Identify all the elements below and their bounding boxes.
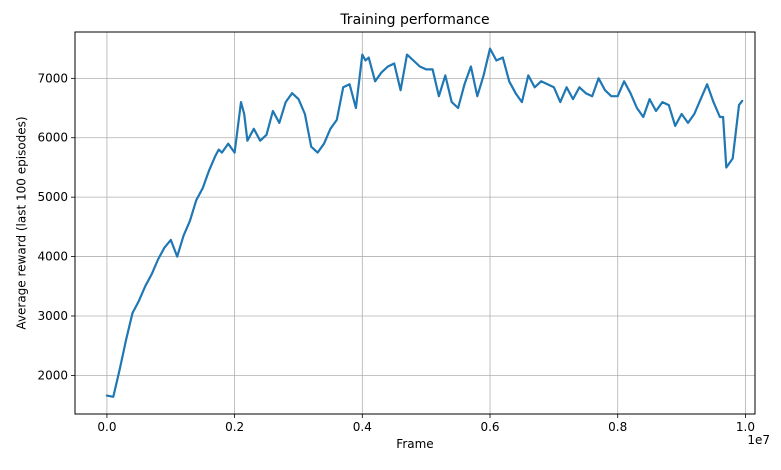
- x-tick-label: 1.0: [736, 420, 755, 434]
- tick-layer: 0.0 0.2 0.4 0.6 0.8 1.0 2000 3000 4000 5000 6000 70…: [37, 71, 755, 434]
- y-axis-label: Average reward (last 100 episodes): [15, 116, 29, 329]
- x-tick-label: 0.0: [97, 420, 116, 434]
- x-tick-label: 0.2: [225, 420, 244, 434]
- y-tick-label: 6000: [37, 131, 68, 145]
- chart-title: Training performance: [339, 12, 489, 28]
- y-tick-label: 3000: [37, 309, 68, 323]
- y-tick-label: 5000: [37, 190, 68, 204]
- x-axis-label: Frame: [396, 437, 433, 451]
- y-tick-label: 2000: [37, 368, 68, 382]
- x-tick-label: 0.8: [608, 420, 627, 434]
- series-line: [105, 47, 744, 398]
- x-tick-label: 0.4: [353, 420, 372, 434]
- y-tick-label: 7000: [37, 71, 68, 85]
- grid-lines: [75, 32, 755, 414]
- series-layer: [105, 47, 744, 398]
- x-tick-label: 0.6: [480, 420, 499, 434]
- plot-frame: [74, 31, 756, 415]
- x-axis-offset-label: 1e7: [747, 433, 770, 447]
- y-tick-label: 4000: [37, 250, 68, 264]
